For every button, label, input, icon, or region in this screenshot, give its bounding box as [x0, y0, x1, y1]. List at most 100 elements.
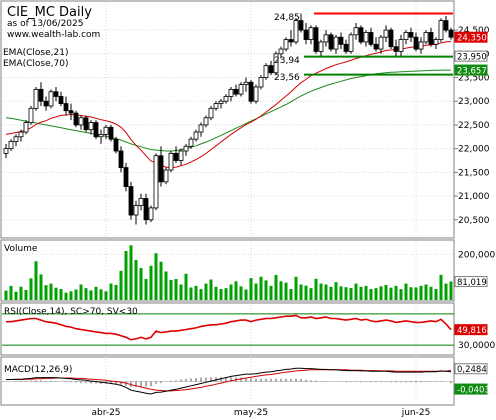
- candle-body: [288, 39, 294, 43]
- candle-body: [208, 107, 214, 119]
- candle-body: [278, 48, 284, 55]
- volume-bar: [269, 285, 273, 300]
- volume-bar: [434, 289, 438, 300]
- candle-body: [48, 91, 54, 107]
- volume-bar: [349, 287, 353, 300]
- volume-bar: [214, 286, 218, 300]
- candle-body: [78, 117, 84, 126]
- candle-body: [58, 96, 64, 104]
- volume-bar: [159, 261, 163, 300]
- candle-body: [253, 86, 259, 102]
- candle-body: [18, 131, 24, 138]
- price-tick-label: 23,000: [458, 97, 490, 107]
- candle-body: [88, 122, 94, 131]
- volume-bar: [424, 284, 428, 300]
- candle-body: [283, 39, 289, 50]
- candle-body: [168, 152, 174, 171]
- volume-bar: [84, 288, 88, 300]
- candle-body: [178, 150, 184, 161]
- volume-bar: [94, 286, 98, 300]
- candle-body: [28, 107, 34, 123]
- candle-body: [68, 110, 74, 114]
- volume-bar: [314, 278, 318, 300]
- candle-body: [348, 34, 354, 52]
- volume-bar: [39, 274, 43, 300]
- volume-bar: [254, 283, 258, 300]
- volume-bar: [79, 284, 83, 300]
- candle-body: [268, 65, 274, 74]
- candle-body: [353, 27, 359, 36]
- volume-bar: [444, 283, 448, 300]
- candle-body: [113, 138, 119, 152]
- candle-body: [413, 36, 419, 50]
- volume-bar: [324, 284, 328, 300]
- site-label: www.wealth-lab.com: [7, 30, 100, 40]
- volume-bar: [394, 285, 398, 300]
- candle-body: [408, 32, 414, 38]
- volume-title: Volume: [4, 244, 38, 254]
- price-overlays: [5, 12, 453, 169]
- candle-body: [233, 88, 239, 95]
- volume-bar: [374, 288, 378, 300]
- candle-body: [423, 32, 429, 43]
- candle-body: [228, 88, 234, 97]
- candle-body: [308, 27, 314, 40]
- volume-bar: [19, 286, 23, 300]
- volume-bar: [344, 287, 348, 300]
- candle-body: [98, 134, 104, 138]
- candle-body: [43, 100, 49, 107]
- volume-bar: [309, 288, 313, 300]
- candle-body: [318, 41, 324, 52]
- volume-bar: [404, 283, 408, 300]
- resistance-label: 24,85: [274, 13, 300, 23]
- chart-subtitle: as of 13/06/2025: [7, 19, 83, 29]
- volume-bar: [239, 286, 243, 300]
- candle-body: [293, 20, 299, 43]
- candle-body: [433, 39, 439, 45]
- volume-tick-label: 200,000: [458, 250, 495, 260]
- candle-body: [388, 29, 394, 48]
- rsi-level-label: 30,0000: [458, 341, 495, 351]
- candle-body: [153, 155, 159, 209]
- candle-body: [223, 96, 229, 102]
- volume-bar: [179, 284, 183, 300]
- volume-bar: [319, 283, 323, 300]
- candle-body: [238, 84, 244, 95]
- ema70-line: [5, 69, 451, 152]
- candle-body: [323, 34, 329, 43]
- volume-bar: [59, 289, 63, 300]
- candle-body: [188, 138, 194, 147]
- volume-bar: [294, 276, 298, 300]
- candle-body: [373, 43, 379, 50]
- candle-body: [93, 122, 99, 138]
- ema21-line: [5, 41, 452, 169]
- volume-bar: [199, 289, 203, 300]
- volume-bar: [9, 285, 13, 300]
- volume-bar: [449, 281, 453, 300]
- price-tick-label: 20,500: [458, 216, 490, 226]
- macd-title: MACD(12,26,9): [4, 365, 72, 375]
- volume-bar: [129, 245, 133, 300]
- candle-body: [38, 88, 44, 102]
- candle-body: [443, 20, 449, 31]
- volume-bar: [184, 273, 188, 300]
- volume-bar: [104, 291, 108, 300]
- volume-bar: [34, 261, 38, 300]
- candle-body: [33, 88, 39, 109]
- volume-bar: [274, 274, 278, 300]
- volume-bar: [109, 283, 113, 300]
- rsi-last-tag: 49,8168: [457, 326, 492, 336]
- value-tags: 24,350 23,950 23,657 81,019 49,8168 0,2484 -0,…: [454, 31, 492, 396]
- candle-body: [158, 155, 164, 183]
- candle-body: [378, 36, 384, 50]
- candle-body: [213, 103, 219, 109]
- volume-bar: [189, 287, 193, 300]
- candle-body: [298, 20, 304, 31]
- volume-bar: [194, 285, 198, 300]
- volume-bar: [134, 260, 138, 300]
- candle-body: [393, 46, 399, 52]
- volume-bar: [164, 271, 168, 300]
- candle-body: [23, 122, 29, 133]
- price-panel-frame: [0, 0, 455, 239]
